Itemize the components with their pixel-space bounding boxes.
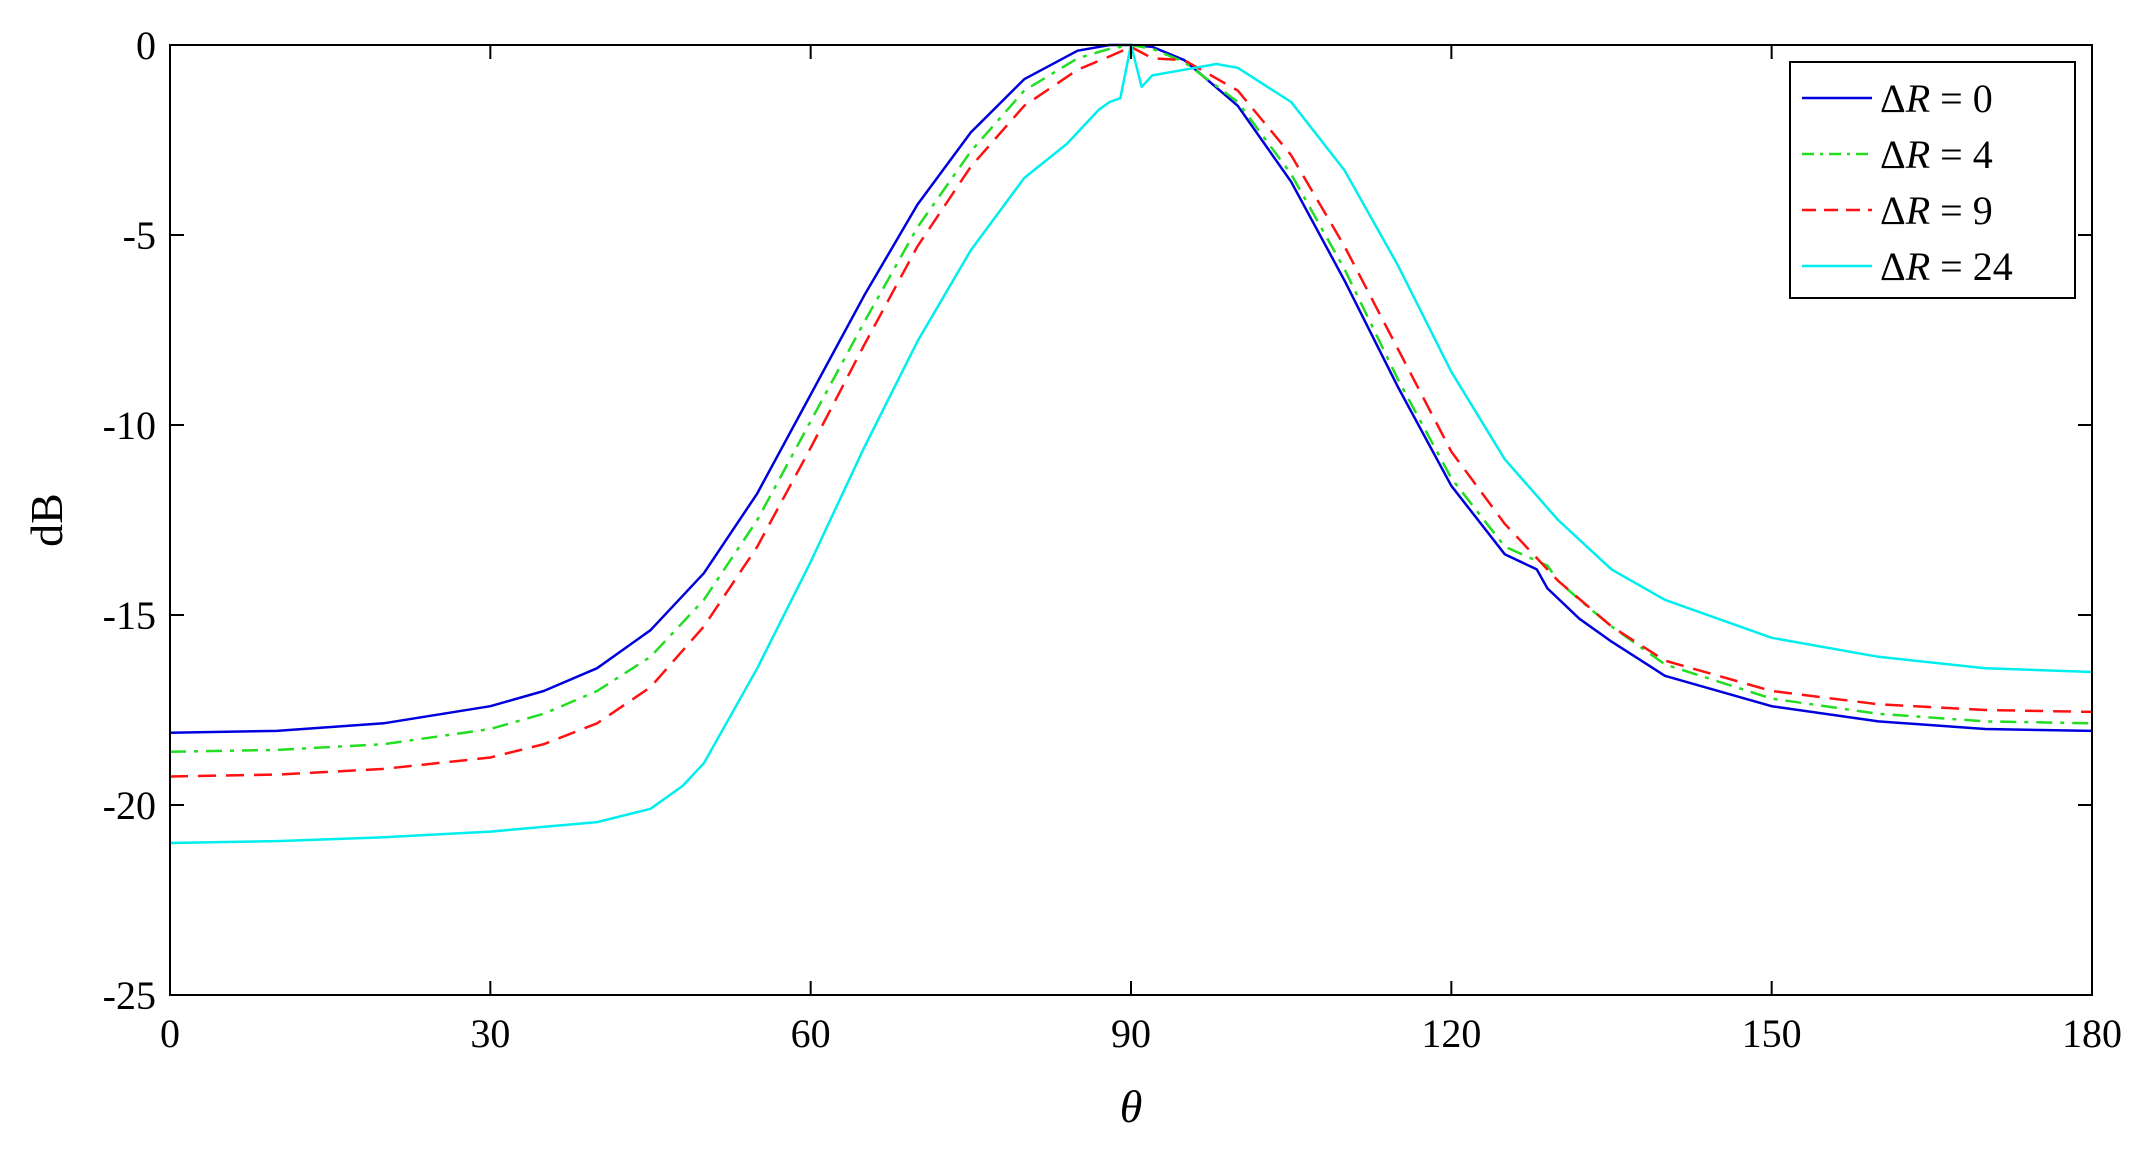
legend-label-3: ΔR = 24 [1880, 244, 2013, 289]
y-tick-label: -10 [103, 403, 156, 448]
series-line-3 [169, 43, 2093, 845]
series-line-1 [169, 43, 2093, 754]
x-axis: 0 30 60 90 120 150 180 [160, 45, 2122, 1056]
legend-label-0: ΔR = 0 [1880, 76, 1993, 121]
y-axis-label: dB [21, 493, 72, 547]
x-tick-label: 180 [2062, 1011, 2122, 1056]
legend-label-1: ΔR = 4 [1880, 132, 1993, 177]
y-tick-label: -5 [123, 213, 156, 258]
legend: ΔR = 0ΔR = 4ΔR = 9ΔR = 24 [1789, 61, 2076, 299]
legend-label-delta: Δ [1880, 76, 1906, 121]
legend-label-2: ΔR = 9 [1880, 188, 1993, 233]
x-tick-label: 0 [160, 1011, 180, 1056]
x-tick-label: 150 [1742, 1011, 1802, 1056]
y-tick-label: -15 [103, 593, 156, 638]
legend-label-value: = 9 [1930, 188, 1993, 233]
legend-label-variable: R [1905, 244, 1930, 289]
legend-label-value: = 24 [1930, 244, 2013, 289]
x-tick-label: 60 [791, 1011, 831, 1056]
legend-label-delta: Δ [1880, 132, 1906, 177]
x-tick-label: 90 [1111, 1011, 1151, 1056]
legend-label-delta: Δ [1880, 188, 1906, 233]
y-tick-label: -25 [103, 973, 156, 1018]
legend-box [1789, 61, 2076, 299]
x-axis-label: θ [1120, 1081, 1143, 1132]
x-tick-label: 30 [470, 1011, 510, 1056]
series-line-2 [169, 45, 2093, 778]
legend-label-variable: R [1905, 132, 1930, 177]
x-tick-label: 120 [1421, 1011, 1481, 1056]
y-tick-label: -20 [103, 783, 156, 828]
legend-label-value: = 4 [1930, 132, 1993, 177]
legend-label-value: = 0 [1930, 76, 1993, 121]
y-axis: 0 -5 -10 -15 -20 -25 [103, 23, 2092, 1018]
legend-label-delta: Δ [1880, 244, 1906, 289]
legend-label-variable: R [1905, 76, 1930, 121]
legend-label-variable: R [1905, 188, 1930, 233]
y-tick-label: 0 [136, 23, 156, 68]
